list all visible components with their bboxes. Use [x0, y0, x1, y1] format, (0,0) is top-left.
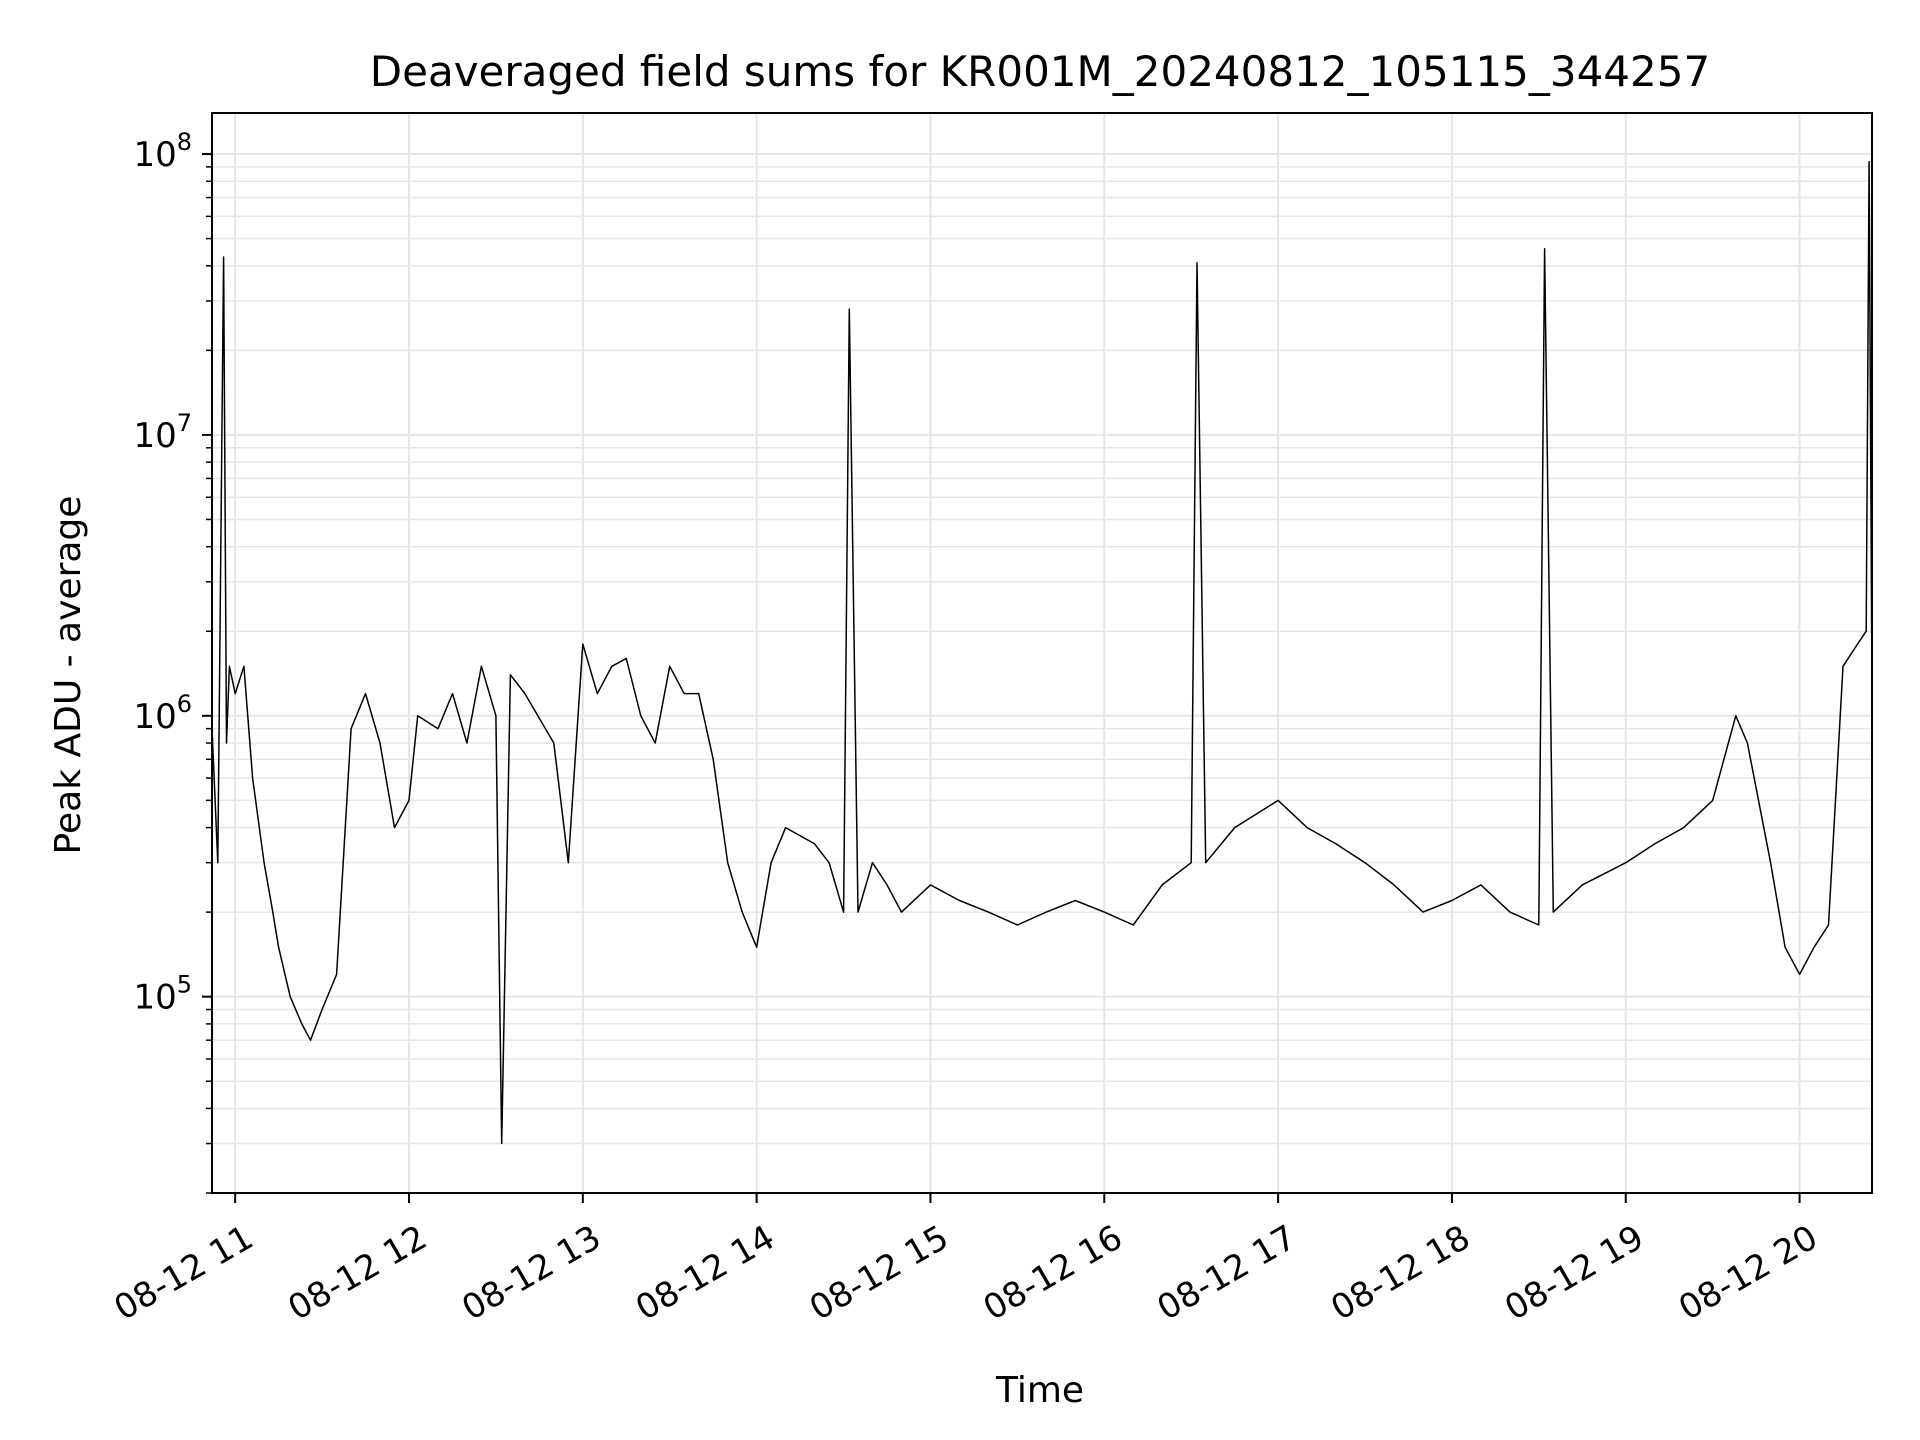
series-layer	[211, 160, 1873, 1145]
plot-frame	[211, 112, 1873, 1194]
series-line	[211, 160, 1873, 1145]
chart-title: Deaveraged field sums for KR001M_2024081…	[370, 47, 1710, 96]
y-axis: 105 106 107 108	[133, 128, 212, 1194]
y-tick-label: 106	[133, 690, 192, 737]
x-axis-label: Time	[995, 1370, 1084, 1411]
grid	[212, 113, 1872, 1194]
y-axis-label: Peak ADU - average	[48, 496, 89, 855]
y-tick-label: 107	[133, 409, 192, 456]
y-tick-label: 105	[133, 971, 192, 1018]
y-tick-label: 108	[133, 128, 192, 175]
